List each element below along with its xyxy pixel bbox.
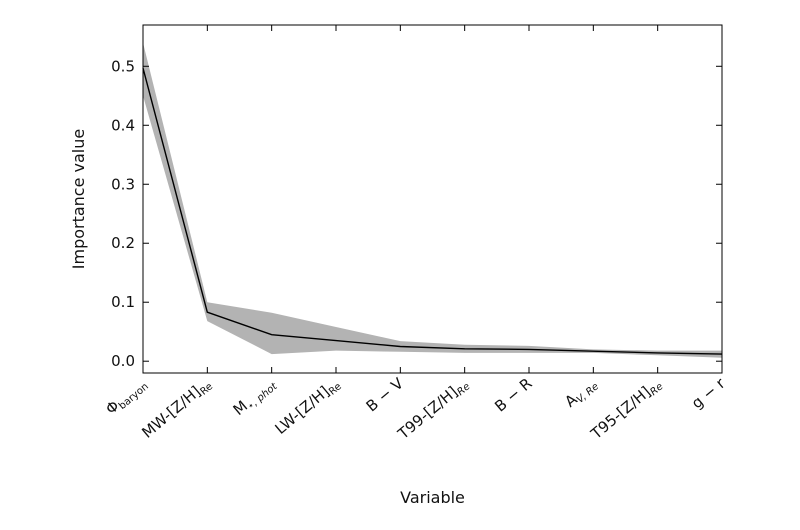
x-tick-label: B − V [363, 374, 408, 416]
y-tick-label: 0.4 [111, 116, 135, 134]
plot-frame [142, 24, 723, 374]
x-axis-title: Variable [400, 488, 465, 507]
y-tick-label: 0.1 [111, 293, 135, 311]
x-tick-label: B − R [491, 374, 535, 415]
x-tick-label: AV, Re [561, 374, 601, 412]
x-tick-label: Φbaryon [102, 374, 151, 419]
y-tick-label: 0.3 [111, 175, 135, 193]
x-tick-label: g − r [688, 374, 729, 413]
y-tick-label: 0.0 [111, 352, 135, 370]
x-tick-label: T99-[Z/H]Re [394, 374, 473, 445]
x-tick-label: LW-[Z/H]Re [272, 374, 344, 439]
y-tick-label: 0.2 [111, 234, 135, 252]
series-line [142, 67, 723, 355]
uncertainty-band-layer [143, 42, 722, 358]
y-tick-label: 0.5 [111, 57, 135, 75]
x-tick-label: MW-[Z/H]Re [138, 374, 215, 443]
x-tick-label: M⋆, phot [230, 374, 281, 421]
x-tick-label: T95-[Z/H]Re [587, 374, 666, 445]
y-axis-title: Importance value [69, 129, 88, 269]
uncertainty-band [143, 42, 722, 358]
series-line-layer [142, 67, 723, 355]
y-axis: 0.0 0.1 0.2 0.3 0.4 0.5 [111, 57, 722, 370]
